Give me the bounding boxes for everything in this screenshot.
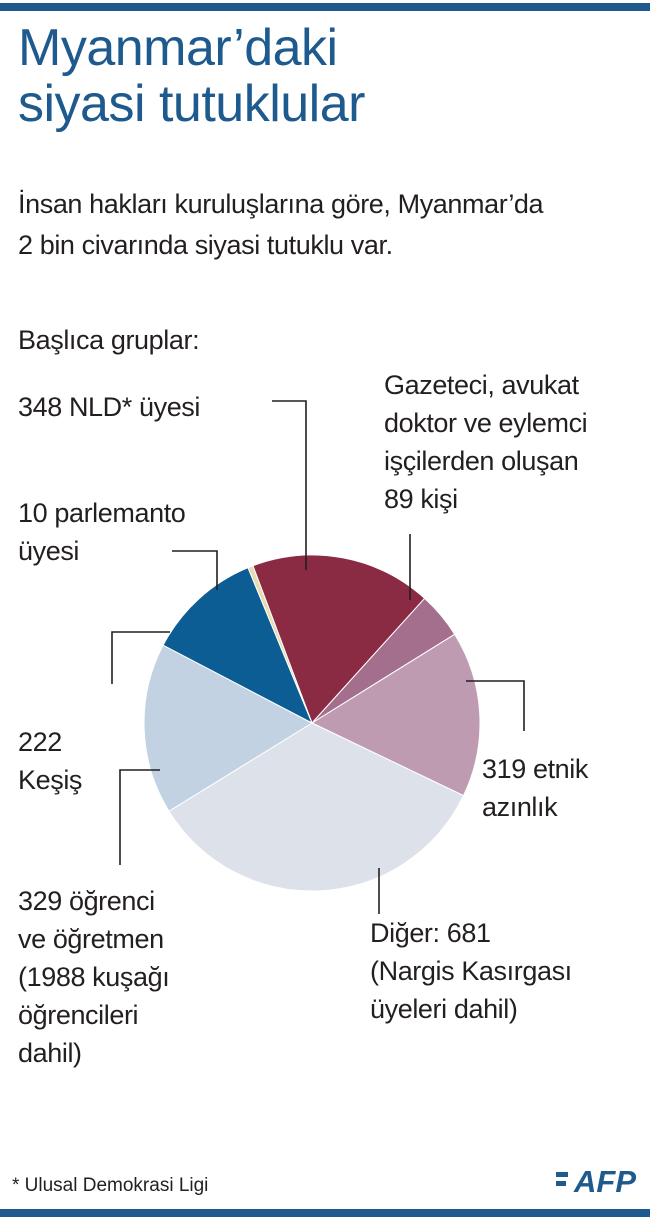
label-monks: 222 Keşiş	[18, 727, 83, 795]
leader-lines	[111, 400, 525, 914]
subtitle-line-1: İnsan hakları kuruluşlarına göre, Myanma…	[18, 189, 544, 219]
slice-ethnic	[310, 633, 481, 797]
pie-slices	[143, 554, 481, 892]
slice-monks	[162, 567, 313, 725]
leader-line-parliament	[172, 550, 218, 590]
subtitle-line-2: 2 bin civarında siyasi tutuklu var.	[18, 230, 393, 260]
label-other: Diğer: 681 (Nargis Kasırgası üyeleri dah…	[370, 918, 572, 1024]
bottom-rule	[0, 1209, 650, 1217]
leader-line-nld	[272, 400, 307, 570]
slice-parliament	[247, 565, 313, 724]
label-parliament: 10 parlemanto üyesi	[18, 498, 186, 566]
title-line-2: siyasi tutuklular	[18, 75, 365, 133]
title-line-1: Myanmar’daki	[18, 19, 338, 77]
afp-logo: AFP	[556, 1164, 636, 1198]
subtitle: İnsan hakları kuruluşlarına göre, Myanma…	[18, 184, 638, 266]
top-rule	[0, 3, 650, 11]
label-students: 329 öğrenci ve öğretmen (1988 kuşağı öğr…	[18, 886, 170, 1068]
label-nld: 348 NLD* üyesi	[18, 392, 201, 422]
slice-other	[168, 722, 465, 892]
afp-logo-text: AFP	[573, 1164, 636, 1198]
groups-heading: Başlıca gruplar:	[18, 325, 200, 355]
slice-students	[143, 644, 314, 812]
label-journalists: Gazeteci, avukat doktor ve eylemci işçil…	[384, 370, 588, 514]
leader-line-students	[119, 769, 160, 865]
leader-line-ethnic	[466, 680, 525, 731]
page-title: Myanmar’daki siyasi tutuklular	[18, 20, 638, 132]
label-ethnic: 319 etnik azınlık	[482, 754, 588, 822]
footnote: * Ulusal Demokrasi Ligi	[12, 1175, 209, 1196]
slice-nld	[252, 554, 426, 724]
leader-line-monks	[111, 631, 170, 684]
